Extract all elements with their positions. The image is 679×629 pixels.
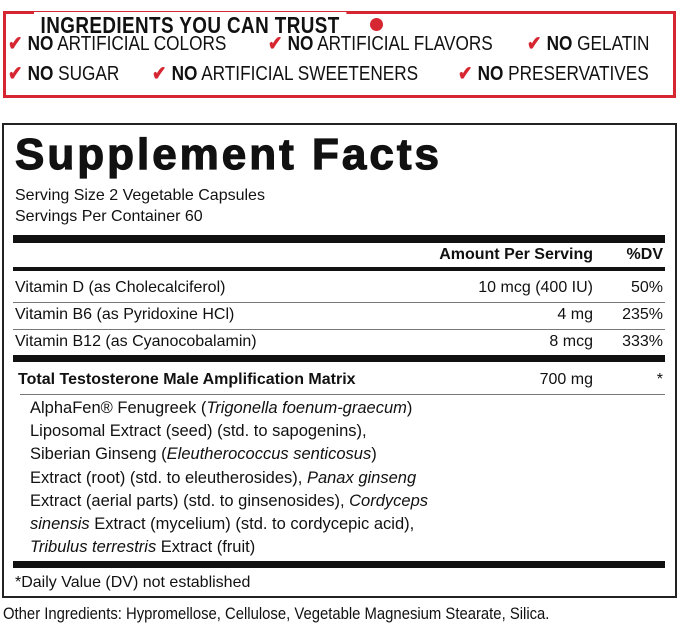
serving-size: Serving Size 2 Vegetable Capsules [15,187,265,204]
divider [20,394,665,395]
matrix-dv: * [656,371,663,388]
ingredient-line: Siberian Ginseng (Eleutherococcus sentic… [30,445,377,464]
nutrient-name: Vitamin B12 (as Cyanocobalamin) [15,333,257,350]
nutrient-name: Vitamin B6 (as Pyridoxine HCl) [15,306,235,323]
claim-no: NO [546,33,573,55]
footnote: *Daily Value (DV) not established [15,574,251,591]
claim-text: ARTIFICIAL SWEETENERS [201,63,419,85]
thick-divider [13,561,665,568]
divider [13,267,665,271]
ingredients-trust-box: INGREDIENTS YOU CAN TRUST [3,11,676,98]
dv-header: %DV [626,246,663,263]
nutrient-name: Vitamin D (as Cholecalciferol) [15,279,226,296]
claim-no: NO [287,33,314,55]
claim-no: NO [27,33,54,55]
thick-divider [13,355,665,362]
nutrient-dv: 235% [622,306,663,323]
divider [13,302,665,303]
ingredient-line: AlphaFen® Fenugreek (Trigonella foenum-g… [30,399,413,417]
ingredient-line: sinensis Extract (mycelium) (std. to cor… [30,515,415,533]
ingredient-line: Liposomal Extract (seed) (std. to sapoge… [30,422,367,441]
supplement-facts-panel [2,123,677,598]
nutrient-dv: 333% [622,333,663,350]
claim-item: ✔ NO GELATIN [527,31,649,56]
claim-text: PRESERVATIVES [508,63,649,85]
claim-text: ARTIFICIAL FLAVORS [317,33,493,55]
checkmark-icon: ✔ [458,63,473,85]
claim-text: SUGAR [58,63,120,85]
claim-no: NO [477,63,504,85]
ingredient-line: Tribulus terrestris Extract (fruit) [30,538,256,557]
claim-item: ✔ NO PRESERVATIVES [458,61,649,86]
claim-no: NO [27,63,54,85]
nutrient-amount: 8 mcg [549,333,593,350]
thick-divider [13,235,665,243]
claim-text: ARTIFICIAL COLORS [57,33,227,55]
nutrient-amount: 4 mg [557,306,593,323]
facts-title: Supplement Facts [14,129,442,179]
claim-no: NO [171,63,198,85]
ingredient-line: Extract (aerial parts) (std. to ginsenos… [30,491,428,510]
checkmark-icon: ✔ [268,33,283,55]
matrix-name: Total Testosterone Male Amplification Ma… [18,371,356,388]
servings-per-container: Servings Per Container 60 [15,208,203,225]
claim-item: ✔ NO SUGAR [8,61,119,86]
red-dot-icon [370,18,383,31]
amount-header: Amount Per Serving [439,246,593,263]
trust-title: INGREDIENTS YOU CAN TRUST [34,12,347,39]
checkmark-icon: ✔ [152,63,167,85]
checkmark-icon: ✔ [527,33,542,55]
divider [13,329,665,330]
ingredient-line: Extract (root) (std. to eleutherosides),… [30,468,417,487]
claim-item: ✔ NO ARTIFICIAL SWEETENERS [152,61,418,86]
other-ingredients: Other Ingredients: Hypromellose, Cellulo… [3,605,550,623]
checkmark-icon: ✔ [8,63,23,85]
claim-item: ✔ NO ARTIFICIAL COLORS [8,31,226,56]
checkmark-icon: ✔ [8,33,23,55]
nutrient-amount: 10 mcg (400 IU) [478,279,593,296]
nutrient-dv: 50% [630,279,663,296]
matrix-amount: 700 mg [539,371,593,388]
claim-item: ✔ NO ARTIFICIAL FLAVORS [268,31,493,56]
claim-text: GELATIN [577,33,650,55]
